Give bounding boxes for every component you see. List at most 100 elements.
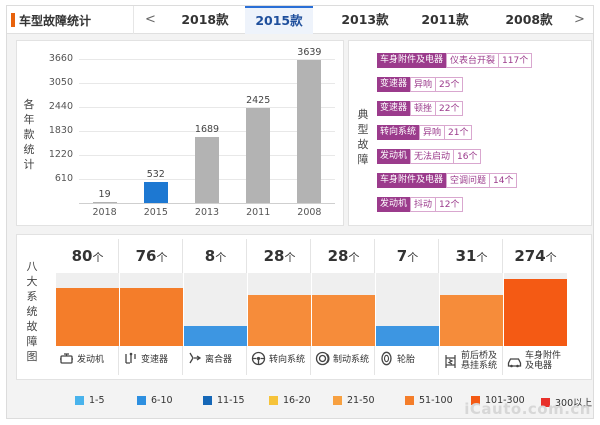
fault-system-tag: 转向系统	[377, 125, 420, 140]
count-value: 31	[455, 247, 477, 265]
bar-2018[interactable]	[92, 202, 117, 203]
tab-2011[interactable]: 2011款	[421, 12, 469, 27]
legend-item: 300以上	[541, 395, 592, 409]
fault-phenomenon: 空调问题	[446, 173, 490, 188]
year-model-chart-panel: 各年款统计 3660 3050 2440 1830 1220 610 19 2018 532 20…	[16, 40, 344, 226]
system-name: 离合器	[205, 355, 233, 365]
fault-count: 22个	[435, 101, 464, 116]
system-fault-count: 28个	[312, 247, 375, 265]
legend-swatch	[203, 396, 212, 405]
system-fault-count: 8个	[184, 247, 247, 265]
tab-2013[interactable]: 2013款	[341, 12, 389, 27]
bar-2008[interactable]	[297, 59, 322, 203]
legend-label: 16-20	[283, 395, 311, 406]
count-value: 28	[327, 247, 349, 265]
fault-level-track	[56, 273, 119, 346]
fault-item[interactable]: 车身附件及电器 仪表台开裂 117个	[377, 53, 533, 68]
count-unit: 个	[92, 251, 104, 264]
tab-2008[interactable]: 2008款	[505, 12, 553, 27]
fault-item[interactable]: 发动机 抖动 12个	[377, 197, 464, 212]
y-tick-label: 3050	[48, 77, 73, 88]
header-divider	[133, 6, 134, 34]
fault-item[interactable]: 车身附件及电器 空调问题 14个	[377, 173, 518, 188]
legend-label: 300以上	[555, 398, 593, 409]
fault-level-track	[376, 273, 439, 346]
fault-stats-widget: 车型故障统计 < 2018款 2015款 2013款 2011款 2008款 >…	[6, 5, 594, 419]
bar-2013[interactable]	[195, 136, 219, 203]
legend-swatch	[75, 396, 84, 405]
fault-count: 12个	[435, 197, 464, 212]
gear-shift-icon	[123, 351, 138, 366]
fault-level-fill	[184, 326, 247, 346]
bar-value-label: 3639	[297, 46, 322, 58]
tab-2015[interactable]: 2015款	[245, 6, 313, 34]
legend-swatch	[333, 396, 342, 405]
legend-item: 16-20	[269, 395, 311, 406]
bar-2015[interactable]	[143, 182, 168, 203]
legend-label: 1-5	[89, 395, 105, 406]
legend-item: 21-50	[333, 395, 375, 406]
fault-system-tag: 车身附件及电器	[377, 173, 447, 188]
bar-value-label: 19	[98, 189, 111, 200]
x-tick-label: 2011	[246, 207, 271, 218]
system-label: 前后桥及悬挂系统	[443, 351, 501, 371]
y-tick-label: 1830	[48, 125, 73, 136]
tab-2018[interactable]: 2018款	[181, 12, 229, 27]
system-column-6[interactable]: 7个 轮胎	[376, 239, 439, 375]
system-fault-count: 28个	[248, 247, 311, 265]
legend-item: 11-15	[203, 395, 245, 406]
system-fault-count: 76个	[120, 247, 183, 265]
fault-phenomenon: 顿挫	[410, 101, 436, 116]
system-column-4[interactable]: 28个转向系统	[248, 239, 311, 375]
system-column-1[interactable]: 80个 发动机	[56, 239, 119, 375]
typical-faults-label: 典型故障	[357, 108, 369, 166]
fault-item[interactable]: 变速器 顿挫 22个	[377, 101, 464, 116]
legend-label: 101-300	[485, 395, 525, 406]
fault-level-track	[504, 273, 567, 346]
clutch-icon	[187, 351, 202, 366]
typical-faults-panel: 典型故障 车身附件及电器 仪表台开裂 117个 变速器 异响 25个 变速器 顿挫 22个 转向系…	[348, 40, 592, 226]
count-value: 80	[71, 247, 93, 265]
fault-system-tag: 车身附件及电器	[377, 53, 447, 68]
fault-item[interactable]: 转向系统 异响 21个	[377, 125, 473, 140]
fault-count: 117个	[498, 53, 533, 68]
fault-phenomenon: 异响	[419, 125, 445, 140]
system-column-2[interactable]: 76个 变速器	[120, 239, 183, 375]
widget-title: 车型故障统计	[19, 14, 92, 28]
x-tick-label: 2015	[143, 207, 168, 218]
fault-level-fill	[440, 295, 503, 346]
system-name: 转向系统	[269, 355, 306, 365]
count-unit: 个	[284, 251, 296, 264]
bar-2011[interactable]	[246, 107, 271, 203]
fault-item[interactable]: 变速器 异响 25个	[377, 77, 464, 92]
fault-system-tag: 变速器	[377, 101, 411, 116]
fault-level-fill	[504, 279, 567, 346]
next-arrow-button[interactable]: >	[574, 12, 585, 27]
y-tick-label: 3660	[48, 53, 73, 64]
legend-item: 51-100	[405, 395, 453, 406]
system-fault-count: 31个	[440, 247, 503, 265]
fault-item[interactable]: 发动机 无法启动 16个	[377, 149, 482, 164]
fault-phenomenon: 仪表台开裂	[446, 53, 499, 68]
system-column-8[interactable]: 274个 车身附件及电器	[504, 239, 567, 375]
prev-arrow-button[interactable]: <	[145, 12, 156, 27]
gridline	[79, 83, 335, 84]
fault-level-track	[248, 273, 311, 346]
y-tick-label: 1220	[48, 149, 73, 160]
fault-phenomenon: 抖动	[410, 197, 436, 212]
bar-value-label: 532	[146, 169, 165, 181]
system-column-3[interactable]: 8个离合器	[184, 239, 247, 375]
fault-count: 16个	[453, 149, 482, 164]
count-value: 274	[514, 247, 546, 265]
system-column-7[interactable]: 31个前后桥及悬挂系统	[440, 239, 503, 375]
legend-label: 51-100	[419, 395, 453, 406]
system-label: 离合器	[187, 351, 245, 366]
count-unit: 个	[545, 251, 557, 264]
system-name: 前后桥及悬挂系统	[461, 351, 498, 371]
fault-level-track	[312, 273, 375, 346]
system-column-5[interactable]: 28个 制动系统	[312, 239, 375, 375]
fault-count: 21个	[444, 125, 473, 140]
brake-icon	[315, 351, 330, 366]
fault-system-tag: 变速器	[377, 77, 411, 92]
y-tick-label: 2440	[48, 101, 73, 112]
